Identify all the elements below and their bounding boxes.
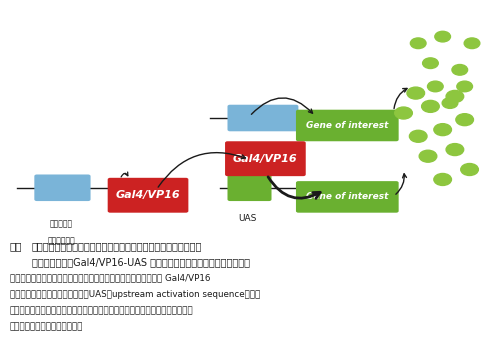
Circle shape [395,107,412,119]
Circle shape [423,58,438,68]
Circle shape [407,87,425,99]
Text: Gene of interest: Gene of interest [306,193,389,201]
FancyArrowPatch shape [251,98,312,114]
Circle shape [461,163,479,176]
Text: プロモーター: プロモーター [241,166,268,175]
Circle shape [446,144,464,156]
Text: Gal4/VP16: Gal4/VP16 [116,190,180,200]
FancyArrowPatch shape [121,172,128,177]
Circle shape [452,64,468,75]
FancyArrowPatch shape [394,88,407,108]
Text: 血管特異的: 血管特異的 [243,149,266,159]
Circle shape [434,174,452,185]
Circle shape [422,100,439,112]
Text: 内皮細胞特異的プロモーター制御下で強い転写活性化能を有する Gal4/VP16: 内皮細胞特異的プロモーター制御下で強い転写活性化能を有する Gal4/VP16 [10,274,210,283]
FancyArrowPatch shape [158,153,246,187]
FancyBboxPatch shape [296,110,399,141]
Circle shape [456,114,474,126]
FancyBboxPatch shape [228,105,298,131]
Text: Gene of interest: Gene of interest [306,121,389,130]
FancyBboxPatch shape [225,141,306,176]
Text: 血管特異的: 血管特異的 [50,219,73,228]
Circle shape [428,81,443,92]
FancyBboxPatch shape [296,181,399,213]
FancyArrowPatch shape [268,177,320,198]
Circle shape [457,81,473,92]
Text: （上）内皮細胞特異的プロモーターによる目的遅伝子の発現。: （上）内皮細胞特異的プロモーターによる目的遅伝子の発現。 [32,241,202,251]
Text: Gal4/VP16: Gal4/VP16 [233,154,298,164]
Text: （下）　Gal4/VP16-UAS システムを用いた目的遅伝子の発現。: （下） Gal4/VP16-UAS システムを用いた目的遅伝子の発現。 [32,257,250,267]
FancyBboxPatch shape [108,178,188,213]
Circle shape [442,98,458,108]
Circle shape [464,38,480,48]
Circle shape [410,38,426,48]
Text: 血管内皮細胞で強発現できる。: 血管内皮細胞で強発現できる。 [10,323,83,332]
Circle shape [434,124,452,136]
Text: 図２: 図２ [10,241,22,251]
FancyBboxPatch shape [34,175,90,201]
Circle shape [446,91,464,102]
Text: 流で目的遅伝子を発現するゼブラフィッシュを交配することで、目的遅伝子を: 流で目的遅伝子を発現するゼブラフィッシュを交配することで、目的遅伝子を [10,306,194,316]
Circle shape [435,31,451,42]
Circle shape [419,150,437,162]
Circle shape [409,130,427,142]
FancyArrowPatch shape [396,174,407,194]
Text: を発現するゼブラフィッシュと、UAS（upstream activation sequence）の下: を発現するゼブラフィッシュと、UAS（upstream activation s… [10,290,260,299]
Text: UAS: UAS [238,214,256,223]
Text: プロモーター: プロモーター [47,236,75,245]
FancyBboxPatch shape [228,175,271,201]
